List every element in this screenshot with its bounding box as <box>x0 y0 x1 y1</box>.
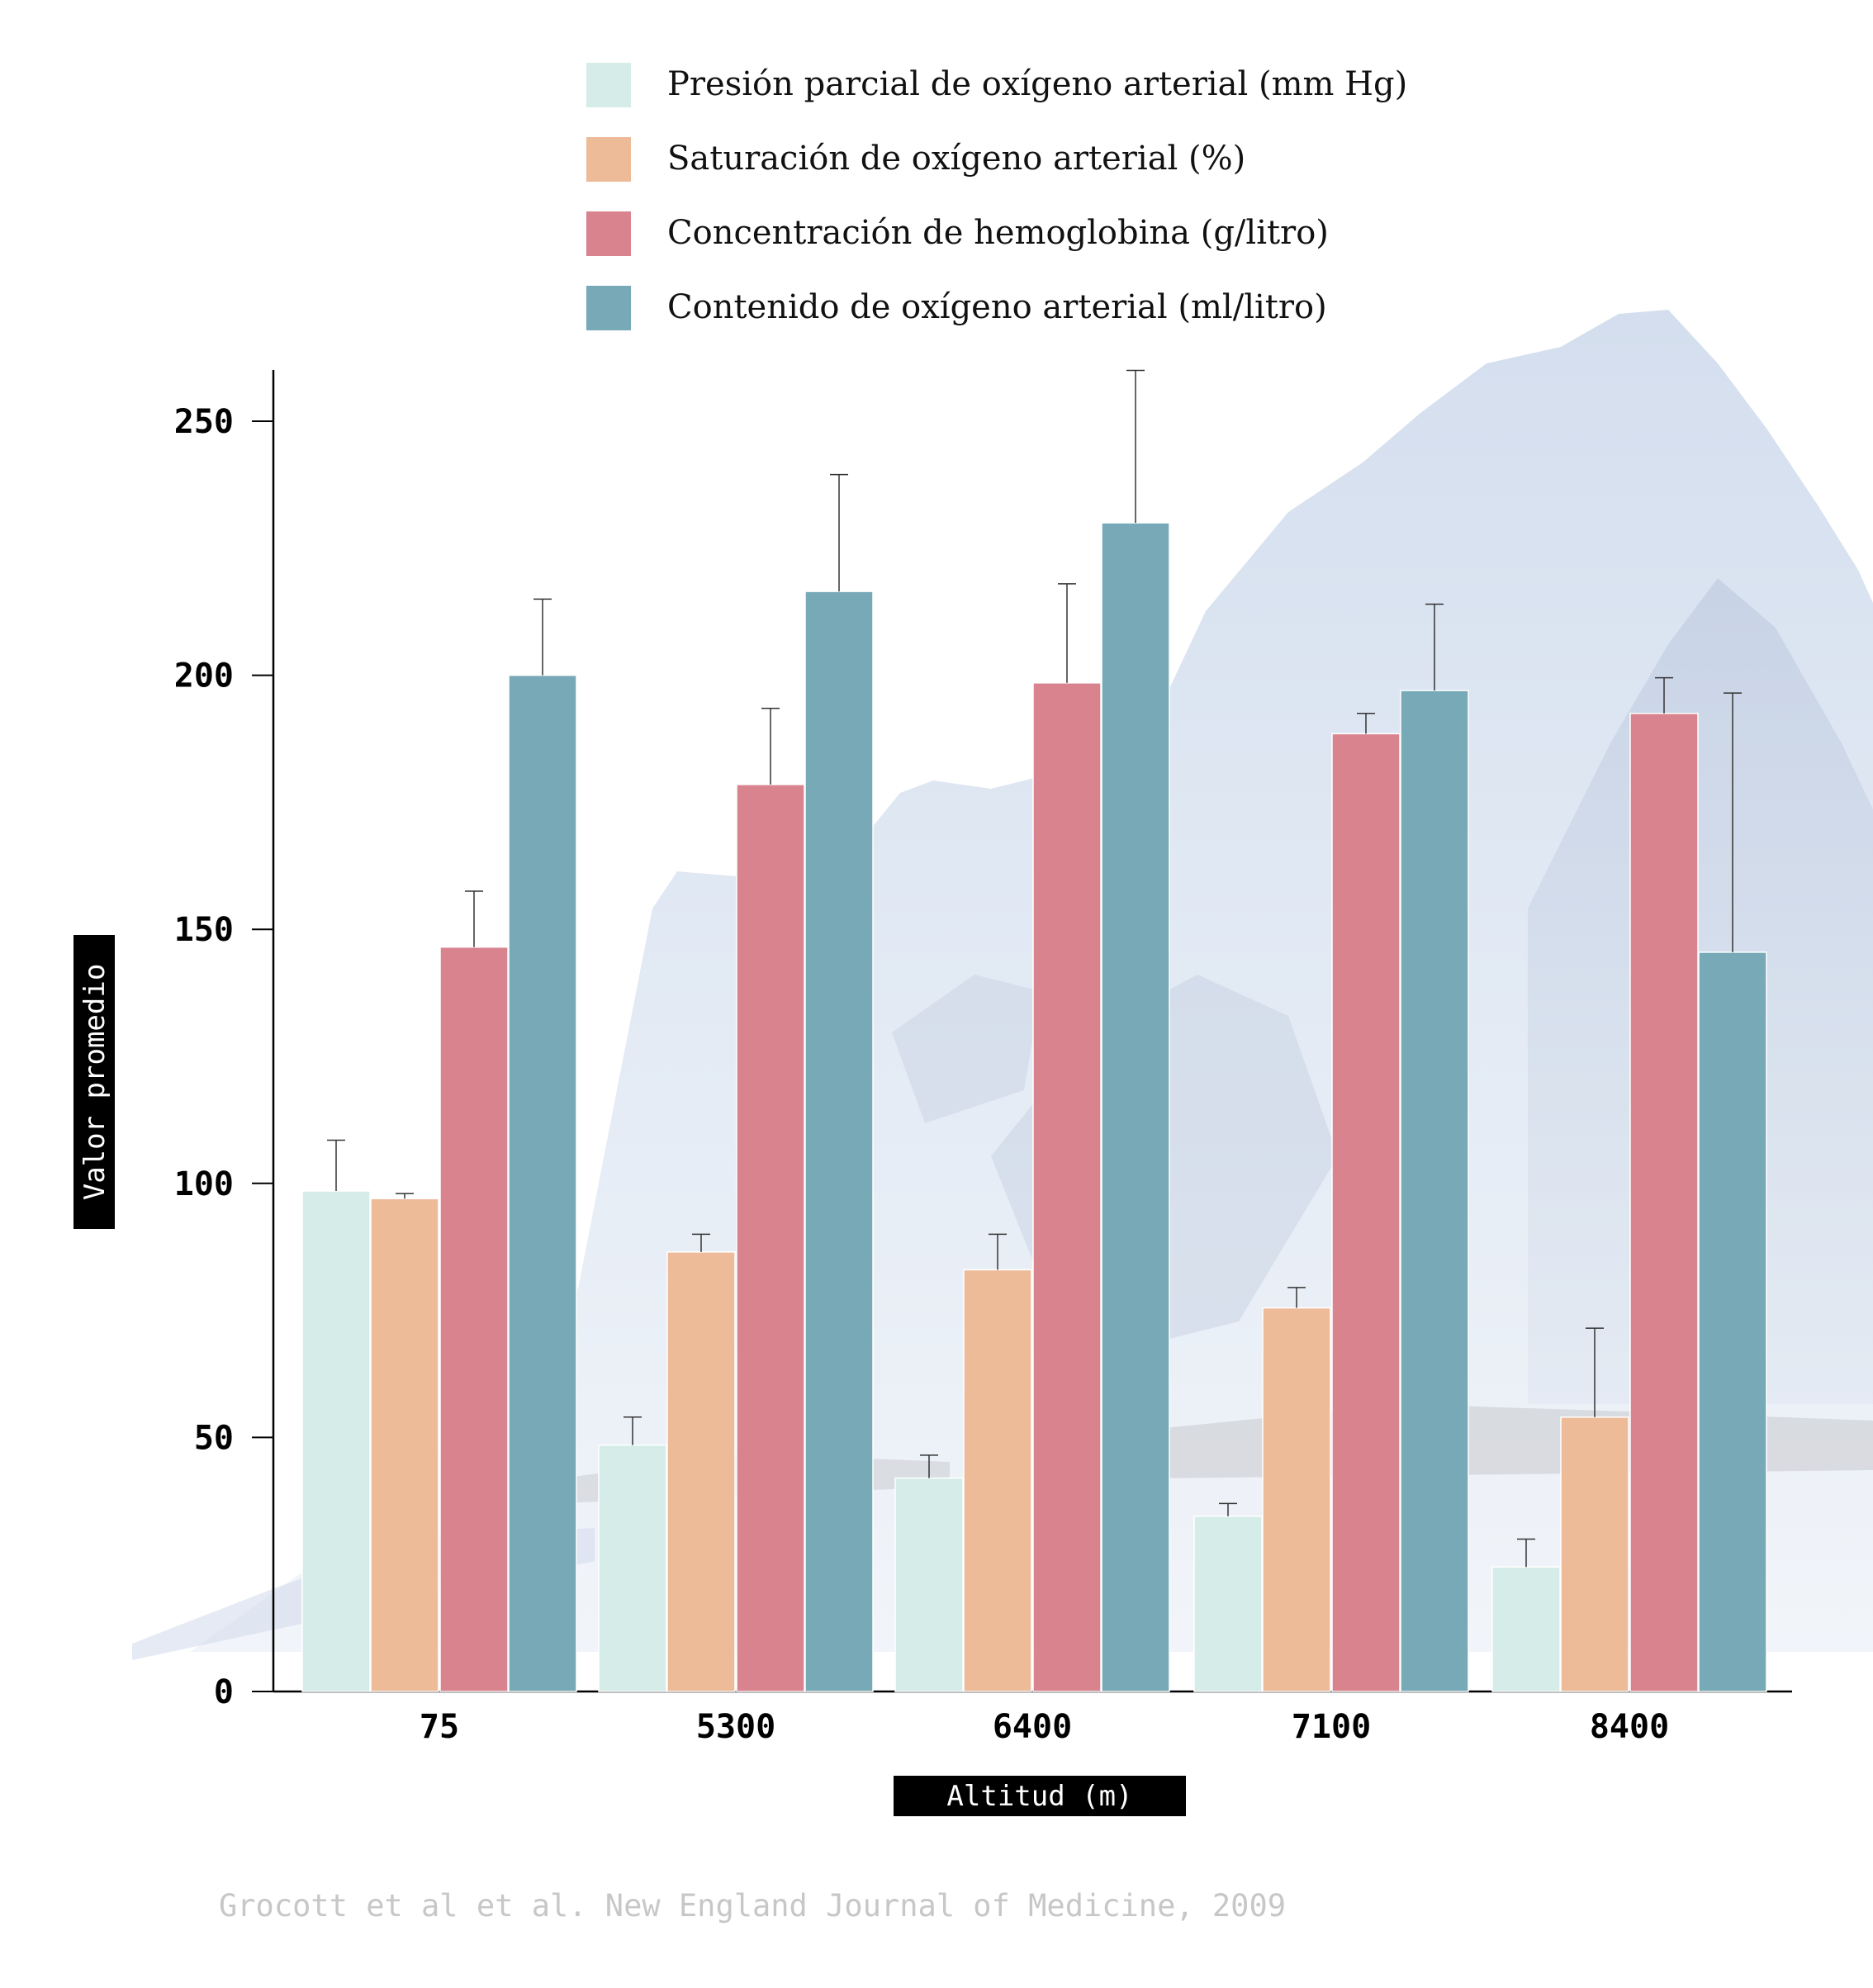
y-tick-label-50: 50 <box>194 1419 234 1457</box>
x-tick-label-75: 75 <box>420 1708 459 1746</box>
bar-8400-series-3 <box>1629 712 1699 1692</box>
y-axis-label-background <box>73 935 115 1229</box>
x-ticks: 75 5300 6400 7100 8400 <box>420 1708 1669 1746</box>
x-tick-label-6400: 6400 <box>993 1708 1072 1746</box>
y-axis-label-group: Valor promedio <box>73 935 115 1229</box>
bar-7100-series-4 <box>1400 690 1469 1692</box>
legend-swatch-3 <box>586 211 631 256</box>
legend-swatch-4 <box>586 286 631 330</box>
y-tick-label-0: 0 <box>214 1673 234 1711</box>
bar-6400-series-4 <box>1101 522 1170 1692</box>
y-tick-label-100: 100 <box>174 1165 234 1203</box>
bar-5300-series-4 <box>804 591 874 1692</box>
bar-6400-series-3 <box>1032 682 1102 1692</box>
bars <box>301 522 1767 1692</box>
x-axis-label-group: Altitud (m) <box>894 1776 1186 1816</box>
bar-5300-series-1 <box>598 1444 667 1692</box>
y-axis-label: Valor promedio <box>78 964 111 1201</box>
bar-75-series-3 <box>439 946 509 1692</box>
legend-label-4: Contenido de oxígeno arterial (ml/litro) <box>667 288 1327 326</box>
legend: Presión parcial de oxígeno arterial (mm … <box>586 63 1407 330</box>
bar-7100-series-2 <box>1262 1307 1331 1692</box>
bar-8400-series-1 <box>1491 1566 1561 1692</box>
y-tick-label-250: 250 <box>174 403 234 441</box>
bar-75-series-2 <box>370 1198 439 1692</box>
legend-label-3: Concentración de hemoglobina (g/litro) <box>667 214 1329 252</box>
bar-6400-series-2 <box>963 1269 1032 1692</box>
bar-6400-series-1 <box>894 1477 964 1692</box>
legend-label-1: Presión parcial de oxígeno arterial (mm … <box>667 65 1407 103</box>
bar-8400-series-2 <box>1560 1416 1629 1692</box>
source-note: Grocott et al et al. New England Journal… <box>219 1888 1286 1924</box>
bar-8400-series-4 <box>1698 951 1767 1692</box>
x-tick-label-8400: 8400 <box>1590 1708 1669 1746</box>
legend-label-2: Saturación de oxígeno arterial (%) <box>667 140 1245 178</box>
x-axis-label-background <box>894 1776 1186 1816</box>
bar-7100-series-1 <box>1193 1516 1263 1692</box>
x-tick-label-5300: 5300 <box>696 1708 775 1746</box>
bar-5300-series-3 <box>736 784 805 1692</box>
y-ticks: 0 50 100 150 200 250 <box>174 403 273 1711</box>
y-tick-label-200: 200 <box>174 657 234 695</box>
x-tick-label-7100: 7100 <box>1292 1708 1371 1746</box>
legend-swatch-2 <box>586 137 631 182</box>
x-axis-label: Altitud (m) <box>946 1780 1132 1813</box>
bar-75-series-1 <box>301 1190 371 1692</box>
y-tick-label-150: 150 <box>174 911 234 949</box>
error-bars <box>327 369 1742 1568</box>
legend-swatch-1 <box>586 63 631 107</box>
bar-75-series-4 <box>508 674 577 1692</box>
bar-7100-series-3 <box>1331 733 1401 1692</box>
bar-5300-series-2 <box>666 1251 736 1692</box>
